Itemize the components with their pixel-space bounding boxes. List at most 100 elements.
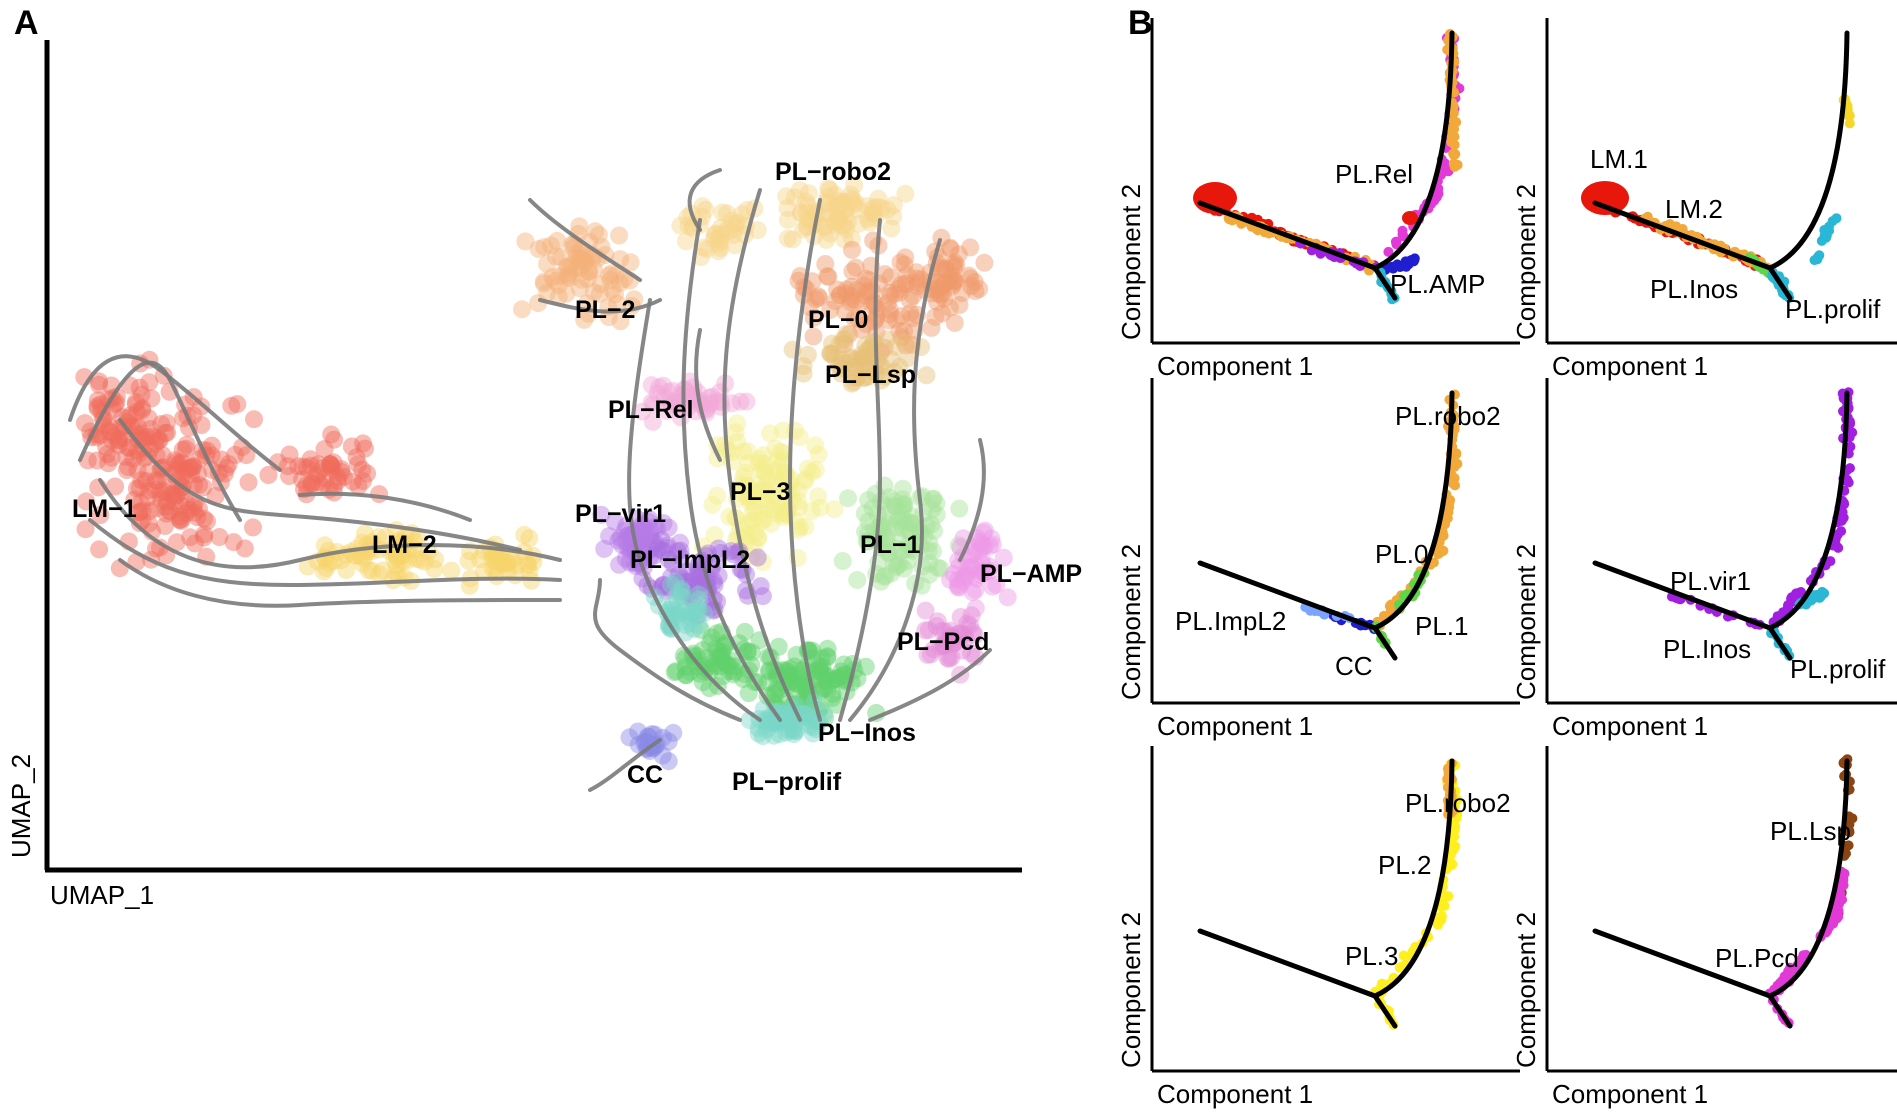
cell-point [857,532,876,551]
cell-point [665,392,684,411]
cell-point [709,229,728,248]
cell-point [301,456,320,475]
cell-point [906,533,924,551]
cell-point [677,666,696,684]
cell-point [821,344,840,363]
cell-point [773,468,792,487]
cell-point [928,558,947,577]
cell-point [895,495,914,514]
cell-point [105,426,124,445]
cell-point [816,666,835,685]
state-label: CC [1335,651,1373,681]
cell-point [832,216,851,235]
cell-point [725,662,744,681]
cell-point [664,601,683,620]
state-label: PL.ImpL2 [1175,606,1286,636]
cell-point [639,728,658,746]
cell-point [790,498,808,517]
cell-point [928,279,947,298]
cell-point [485,551,504,570]
cell-point [779,500,798,519]
cell-point [818,267,837,286]
cell-point [419,542,438,561]
cell-point [961,238,980,257]
cell-point [843,191,862,210]
cell-point [904,540,923,559]
cell-point [650,378,669,397]
cell-point [753,502,772,521]
cell-point [575,254,594,273]
cell-point [189,499,208,518]
cell-point [789,481,808,500]
velocity-stream [868,648,992,722]
cell-point [783,671,802,690]
cell-point [643,412,662,431]
cell-point [749,454,768,472]
cell-point [280,467,299,485]
velocity-stream [593,578,742,722]
cell-point [802,502,821,521]
cell-point [88,451,107,470]
cell-point [130,503,149,521]
cell-point [648,519,667,538]
velocity-stream [298,491,472,522]
velocity-stream [722,188,802,722]
cell-point [316,469,335,488]
cell-point [884,207,903,226]
cell-point [385,550,404,569]
state-label: PL.AMP [1390,269,1485,299]
cell-point [983,577,1002,596]
cell-point [764,484,783,503]
cell-point [157,414,176,432]
subplot-x-axis-label: Component 1 [1552,711,1708,741]
cell-point [852,293,871,312]
cell-point [856,522,874,541]
cell-point [741,493,760,512]
cell-point [621,253,640,272]
cell-point [837,220,856,239]
cell-point [659,518,678,537]
cell-point [332,462,351,481]
velocity-stream [588,738,662,792]
cell-point [321,455,340,474]
cell-point [765,487,784,506]
cell-point [878,514,897,533]
cell-point [684,590,703,609]
cell-point [970,542,989,561]
cell-point [963,583,982,602]
cell-point [342,437,361,456]
cell-point [975,537,994,556]
cell-point [884,196,903,215]
cell-point [733,484,752,502]
cell-point [953,641,972,660]
cell-point [677,572,696,591]
trajectory-points [1193,28,1465,305]
cell-point [323,460,342,479]
cell-point [797,694,816,713]
cell-point [887,539,906,558]
cell-point [908,277,927,296]
cell-point [842,289,861,308]
cell-point [956,629,975,647]
cell-point [703,555,722,574]
cell-point [190,476,209,494]
cell-point [874,567,893,586]
state-label: PL.Inos [1650,274,1738,304]
cell-point [278,457,297,476]
cell-point [710,647,729,666]
cell-point [765,684,784,702]
trajectory-subplot-4: Component 1 Component 2 PL.vir1 PL.Inos PL.p… [1511,378,1897,741]
cell-point [1809,255,1820,266]
cell-point [353,554,372,573]
cell-point [77,492,96,511]
cell-point [376,528,395,547]
cell-point [835,665,854,684]
cell-point [881,268,900,287]
cell-point [185,534,204,553]
cell-point [927,494,946,513]
cell-point [90,375,108,394]
cell-point [289,457,308,476]
cell-point [1820,225,1831,236]
cell-point [128,417,147,436]
